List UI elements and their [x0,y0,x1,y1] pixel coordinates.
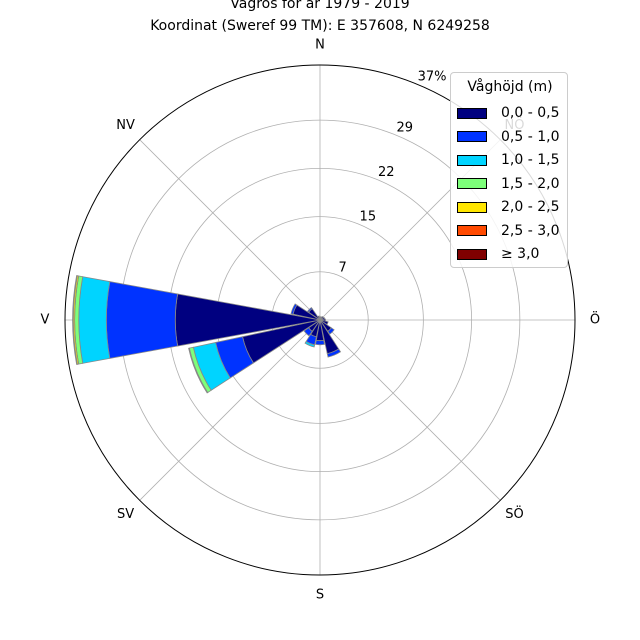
legend-title: Våghöjd (m) [467,79,553,95]
radial-tick-label: 29 [396,120,413,135]
legend-label: 1,0 - 1,5 [501,152,560,168]
radial-tick-label: 37% [418,69,447,84]
legend-item: 2,5 - 3,0 [457,221,559,241]
legend-item: 1,5 - 2,0 [457,174,559,194]
legend-item: 2,0 - 2,5 [457,197,559,217]
bar-segment [72,275,78,365]
compass-label: S [316,588,324,603]
legend-label: 0,0 - 0,5 [501,105,560,121]
chart-subtitle: Koordinat (Sweref 99 TM): E 357608, N 62… [150,18,490,34]
legend-label: 2,0 - 2,5 [501,199,560,215]
radial-tick-label: 7 [338,260,346,275]
compass-label: SV [117,507,134,522]
bar-segment [306,306,313,313]
bar-segment [304,340,316,348]
bar-segment [188,347,209,394]
compass-label: Ö [590,311,600,328]
legend-swatch [457,178,487,189]
legend-item: 1,0 - 1,5 [457,150,559,170]
grid-spoke [319,319,501,501]
legend: Våghöjd (m) 0,0 - 0,5 0,5 - 1,0 1,0 - 1,5 1… [450,72,568,268]
legend-label: ≥ 3,0 [501,246,540,262]
outer-circle [64,64,576,576]
chart-title: Vågros för år 1979 - 2019 [230,0,410,12]
legend-swatch [457,131,487,142]
bar-segment [290,303,298,315]
bar-segment [327,327,335,335]
grid-spoke [139,319,321,501]
radial-tick-label: 15 [360,209,377,224]
legend-item: 0,0 - 0,5 [457,103,559,123]
bar-segment [106,281,179,359]
bar-segment [315,339,325,346]
grid-spoke [139,139,321,321]
legend-item: 0,5 - 1,0 [457,127,559,147]
legend-swatch [457,201,487,213]
legend-swatch [457,225,487,236]
legend-label: 1,5 - 2,0 [501,175,560,192]
legend-label: 0,5 - 1,0 [501,128,560,145]
bar-segment [317,315,321,321]
compass-label: N [315,38,325,53]
compass-label: NV [116,118,135,133]
legend-swatch [457,248,487,260]
compass-label: SÖ [505,505,523,522]
legend-swatch [457,107,487,119]
radial-tick-label: 22 [378,165,395,180]
legend-swatch [457,154,487,166]
legend-item: ≥ 3,0 [457,244,539,264]
compass-label: V [41,313,50,328]
bar-segment [303,327,313,337]
bar-segment [326,348,342,358]
legend-label: 2,5 - 3,0 [501,222,560,239]
bar-segment [78,276,111,364]
